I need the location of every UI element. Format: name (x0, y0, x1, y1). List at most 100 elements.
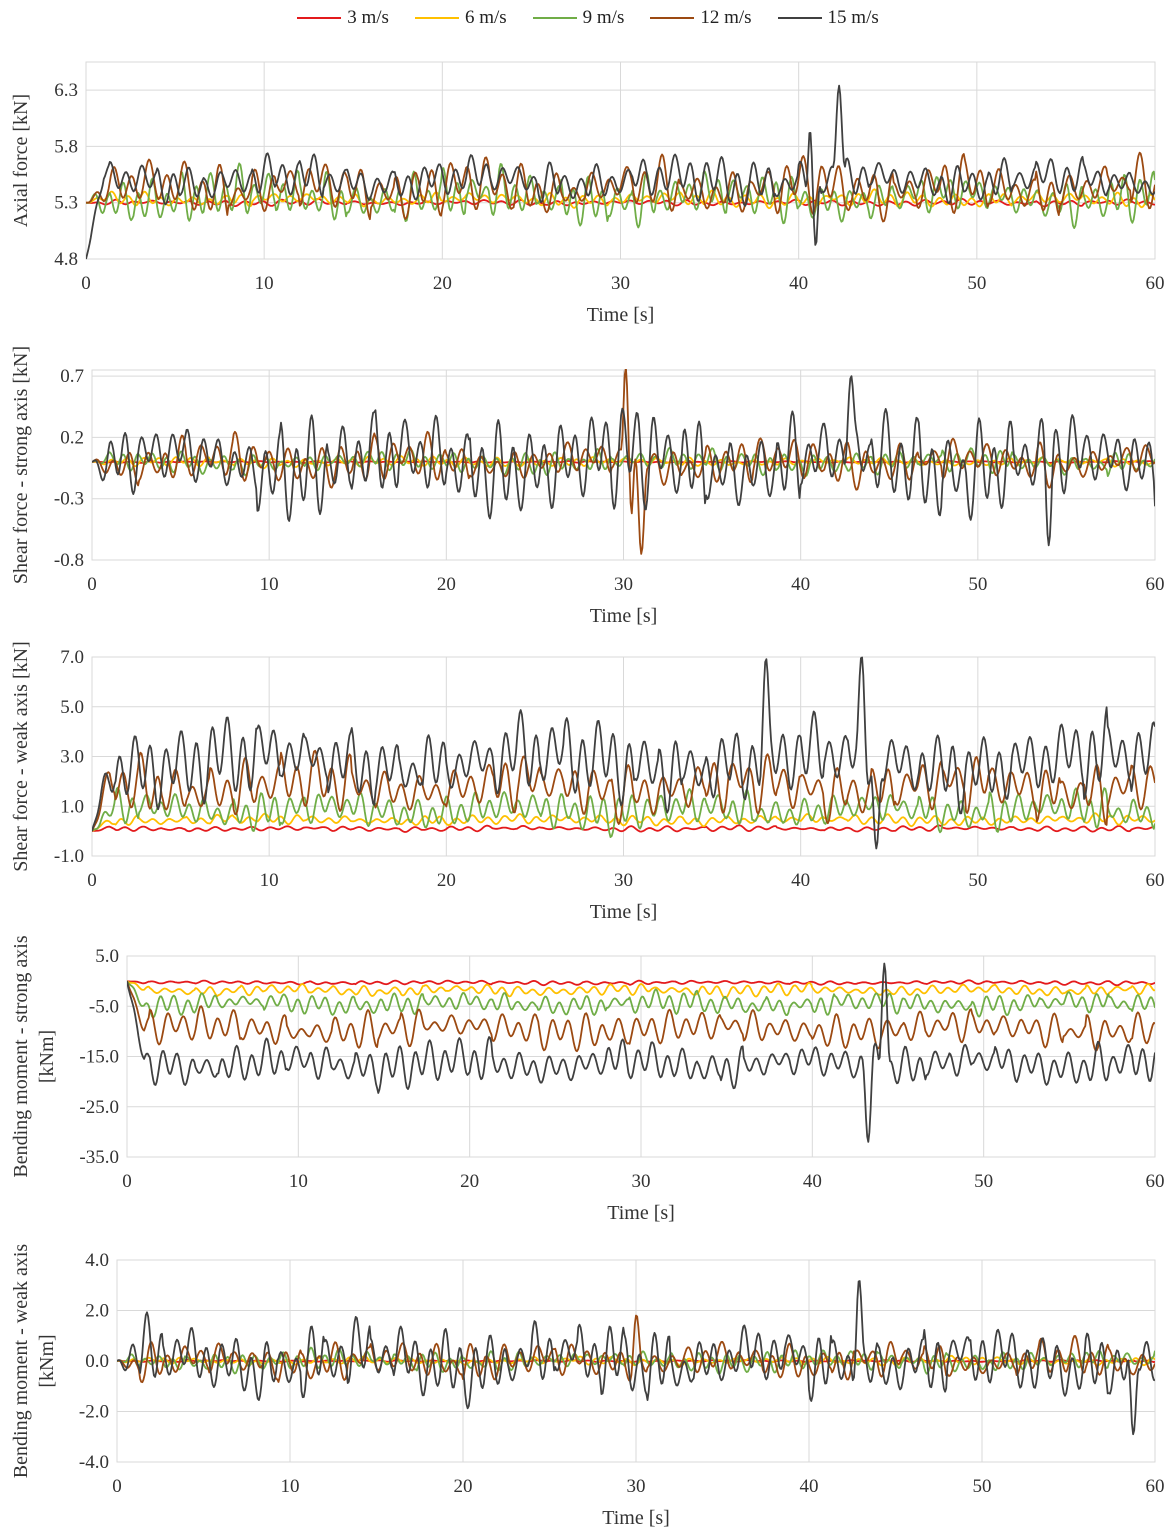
legend-swatch-12ms (650, 16, 695, 20)
y-tick-label: 5.3 (54, 193, 78, 214)
y-tick-label: 2.0 (85, 1301, 109, 1322)
y-tick-label: -1.0 (54, 846, 84, 867)
series-line-3ms (86, 197, 1155, 208)
series-line-3ms (92, 824, 1155, 833)
x-tick-label: 60 (1146, 1476, 1165, 1497)
y-tick-label: 4.0 (85, 1250, 109, 1271)
y-tick-label: 1.0 (60, 796, 84, 817)
y-axis-label-line: Shear force - strong axis [kN] (10, 346, 32, 584)
series-line-15ms (127, 962, 1155, 1143)
x-tick-label: 10 (255, 273, 274, 294)
series-line-15ms (86, 84, 1155, 260)
y-tick-label: 3.0 (60, 747, 84, 768)
y-tick-label: 0.7 (60, 366, 84, 387)
chart-legend: 3 m/s 6 m/s 9 m/s 12 m/s 15 m/s (0, 0, 1176, 36)
legend-label-12ms: 12 m/s (700, 7, 752, 28)
chart-panel-3: 0 10 20 30 40 50 60 -1.0 1.0 3.0 5.0 7.0 Time [s] She… (10, 641, 1165, 923)
x-tick-label: 20 (437, 870, 456, 891)
x-tick-label: 10 (289, 1171, 308, 1192)
x-tick-label: 30 (614, 870, 633, 891)
y-tick-label: -2.0 (79, 1402, 109, 1423)
x-axis-label: Time [s] (602, 1507, 670, 1529)
y-tick-label: -0.8 (54, 550, 84, 571)
x-tick-label: 40 (791, 574, 810, 595)
series-line-6ms (86, 188, 1155, 210)
chart-panel-2: 0 10 20 30 40 50 60 -0.8 -0.3 0.2 0.7 Time [s] Shear… (10, 346, 1165, 627)
x-tick-label: 0 (87, 574, 97, 595)
series-line-3ms (127, 979, 1155, 987)
series-line-12ms (86, 151, 1155, 223)
legend-item-12ms: 12 m/s (650, 7, 752, 29)
x-tick-label: 50 (967, 273, 986, 294)
legend-label-3ms: 3 m/s (347, 7, 389, 28)
legend-item-6ms: 6 m/s (414, 7, 507, 29)
y-axis-label: Bending moment - weak axis [kNm] (10, 1244, 58, 1479)
x-axis-label: Time [s] (607, 1202, 675, 1224)
legend-item-9ms: 9 m/s (532, 7, 624, 29)
x-tick-label: 40 (800, 1476, 819, 1497)
y-tick-label: 5.8 (54, 136, 78, 157)
x-tick-label: 20 (460, 1171, 479, 1192)
y-tick-label: 4.8 (54, 249, 78, 270)
x-tick-label: 50 (973, 1476, 992, 1497)
legend-swatch-6ms (414, 16, 459, 20)
y-tick-label: -25.0 (79, 1097, 119, 1118)
x-tick-label: 20 (454, 1476, 473, 1497)
x-tick-label: 60 (1146, 1171, 1165, 1192)
y-axis-label-line: [kNm] (36, 1334, 58, 1387)
series-group (127, 962, 1155, 1143)
y-axis-label: Shear force - weak axis [kN] (10, 641, 32, 871)
series-group (86, 84, 1155, 260)
chart-panel-4: 0 10 20 30 40 50 60 -35.0 -25.0 -15.0 -5.0 5.0 Time … (10, 935, 1165, 1224)
x-tick-label: 20 (437, 574, 456, 595)
x-tick-label: 10 (260, 870, 279, 891)
legend-item-15ms: 15 m/s (777, 7, 879, 29)
series-line-9ms (127, 980, 1155, 1019)
legend-swatch-15ms (777, 16, 822, 20)
legend-item-3ms: 3 m/s (297, 7, 389, 29)
x-tick-label: 60 (1146, 574, 1165, 595)
y-tick-label: -0.3 (54, 489, 84, 510)
series-line-15ms (92, 375, 1155, 547)
x-tick-label: 40 (803, 1171, 822, 1192)
legend-label-15ms: 15 m/s (827, 7, 879, 28)
y-tick-label: 7.0 (60, 647, 84, 668)
chart-panel-1: 0 10 20 30 40 50 60 4.8 5.3 5.8 6.3 Time [s] Axial f… (10, 61, 1165, 326)
series-line-12ms (92, 369, 1155, 555)
x-tick-label: 0 (81, 273, 91, 294)
y-axis-label: Axial force [kN] (10, 94, 32, 227)
x-tick-label: 0 (87, 870, 97, 891)
x-tick-label: 0 (122, 1171, 132, 1192)
series-line-15ms (92, 656, 1155, 850)
x-tick-label: 0 (112, 1476, 122, 1497)
x-tick-label: 30 (611, 273, 630, 294)
y-tick-label: -15.0 (79, 1047, 119, 1068)
x-tick-label: 10 (281, 1476, 300, 1497)
x-tick-label: 60 (1146, 273, 1165, 294)
y-tick-label: 6.3 (54, 80, 78, 101)
series-group (117, 1280, 1155, 1436)
y-axis-label-line: Bending moment - strong axis (10, 935, 32, 1177)
legend-label-6ms: 6 m/s (464, 7, 507, 28)
x-tick-label: 50 (968, 870, 987, 891)
y-axis-label: Bending moment - strong axis [kNm] (10, 935, 58, 1177)
x-tick-label: 60 (1146, 870, 1165, 891)
series-line-6ms (127, 980, 1155, 999)
x-axis-label: Time [s] (590, 901, 658, 923)
y-tick-label: -5.0 (89, 996, 119, 1017)
chart-panel-5: 0 10 20 30 40 50 60 -4.0 -2.0 0.0 2.0 4.0 Time [s] Be… (10, 1244, 1165, 1529)
y-axis-label-line: [kNm] (36, 1030, 58, 1083)
x-tick-label: 30 (614, 574, 633, 595)
x-axis-label: Time [s] (590, 605, 658, 627)
x-tick-label: 10 (260, 574, 279, 595)
y-tick-label: -35.0 (79, 1147, 119, 1168)
x-tick-label: 50 (974, 1171, 993, 1192)
series-group (92, 369, 1155, 555)
x-tick-label: 30 (632, 1171, 651, 1192)
y-tick-label: 0.2 (60, 427, 84, 448)
x-tick-label: 30 (627, 1476, 646, 1497)
series-group (92, 656, 1155, 850)
y-axis-label-line: Shear force - weak axis [kN] (10, 641, 32, 871)
legend-swatch-3ms (297, 16, 342, 20)
